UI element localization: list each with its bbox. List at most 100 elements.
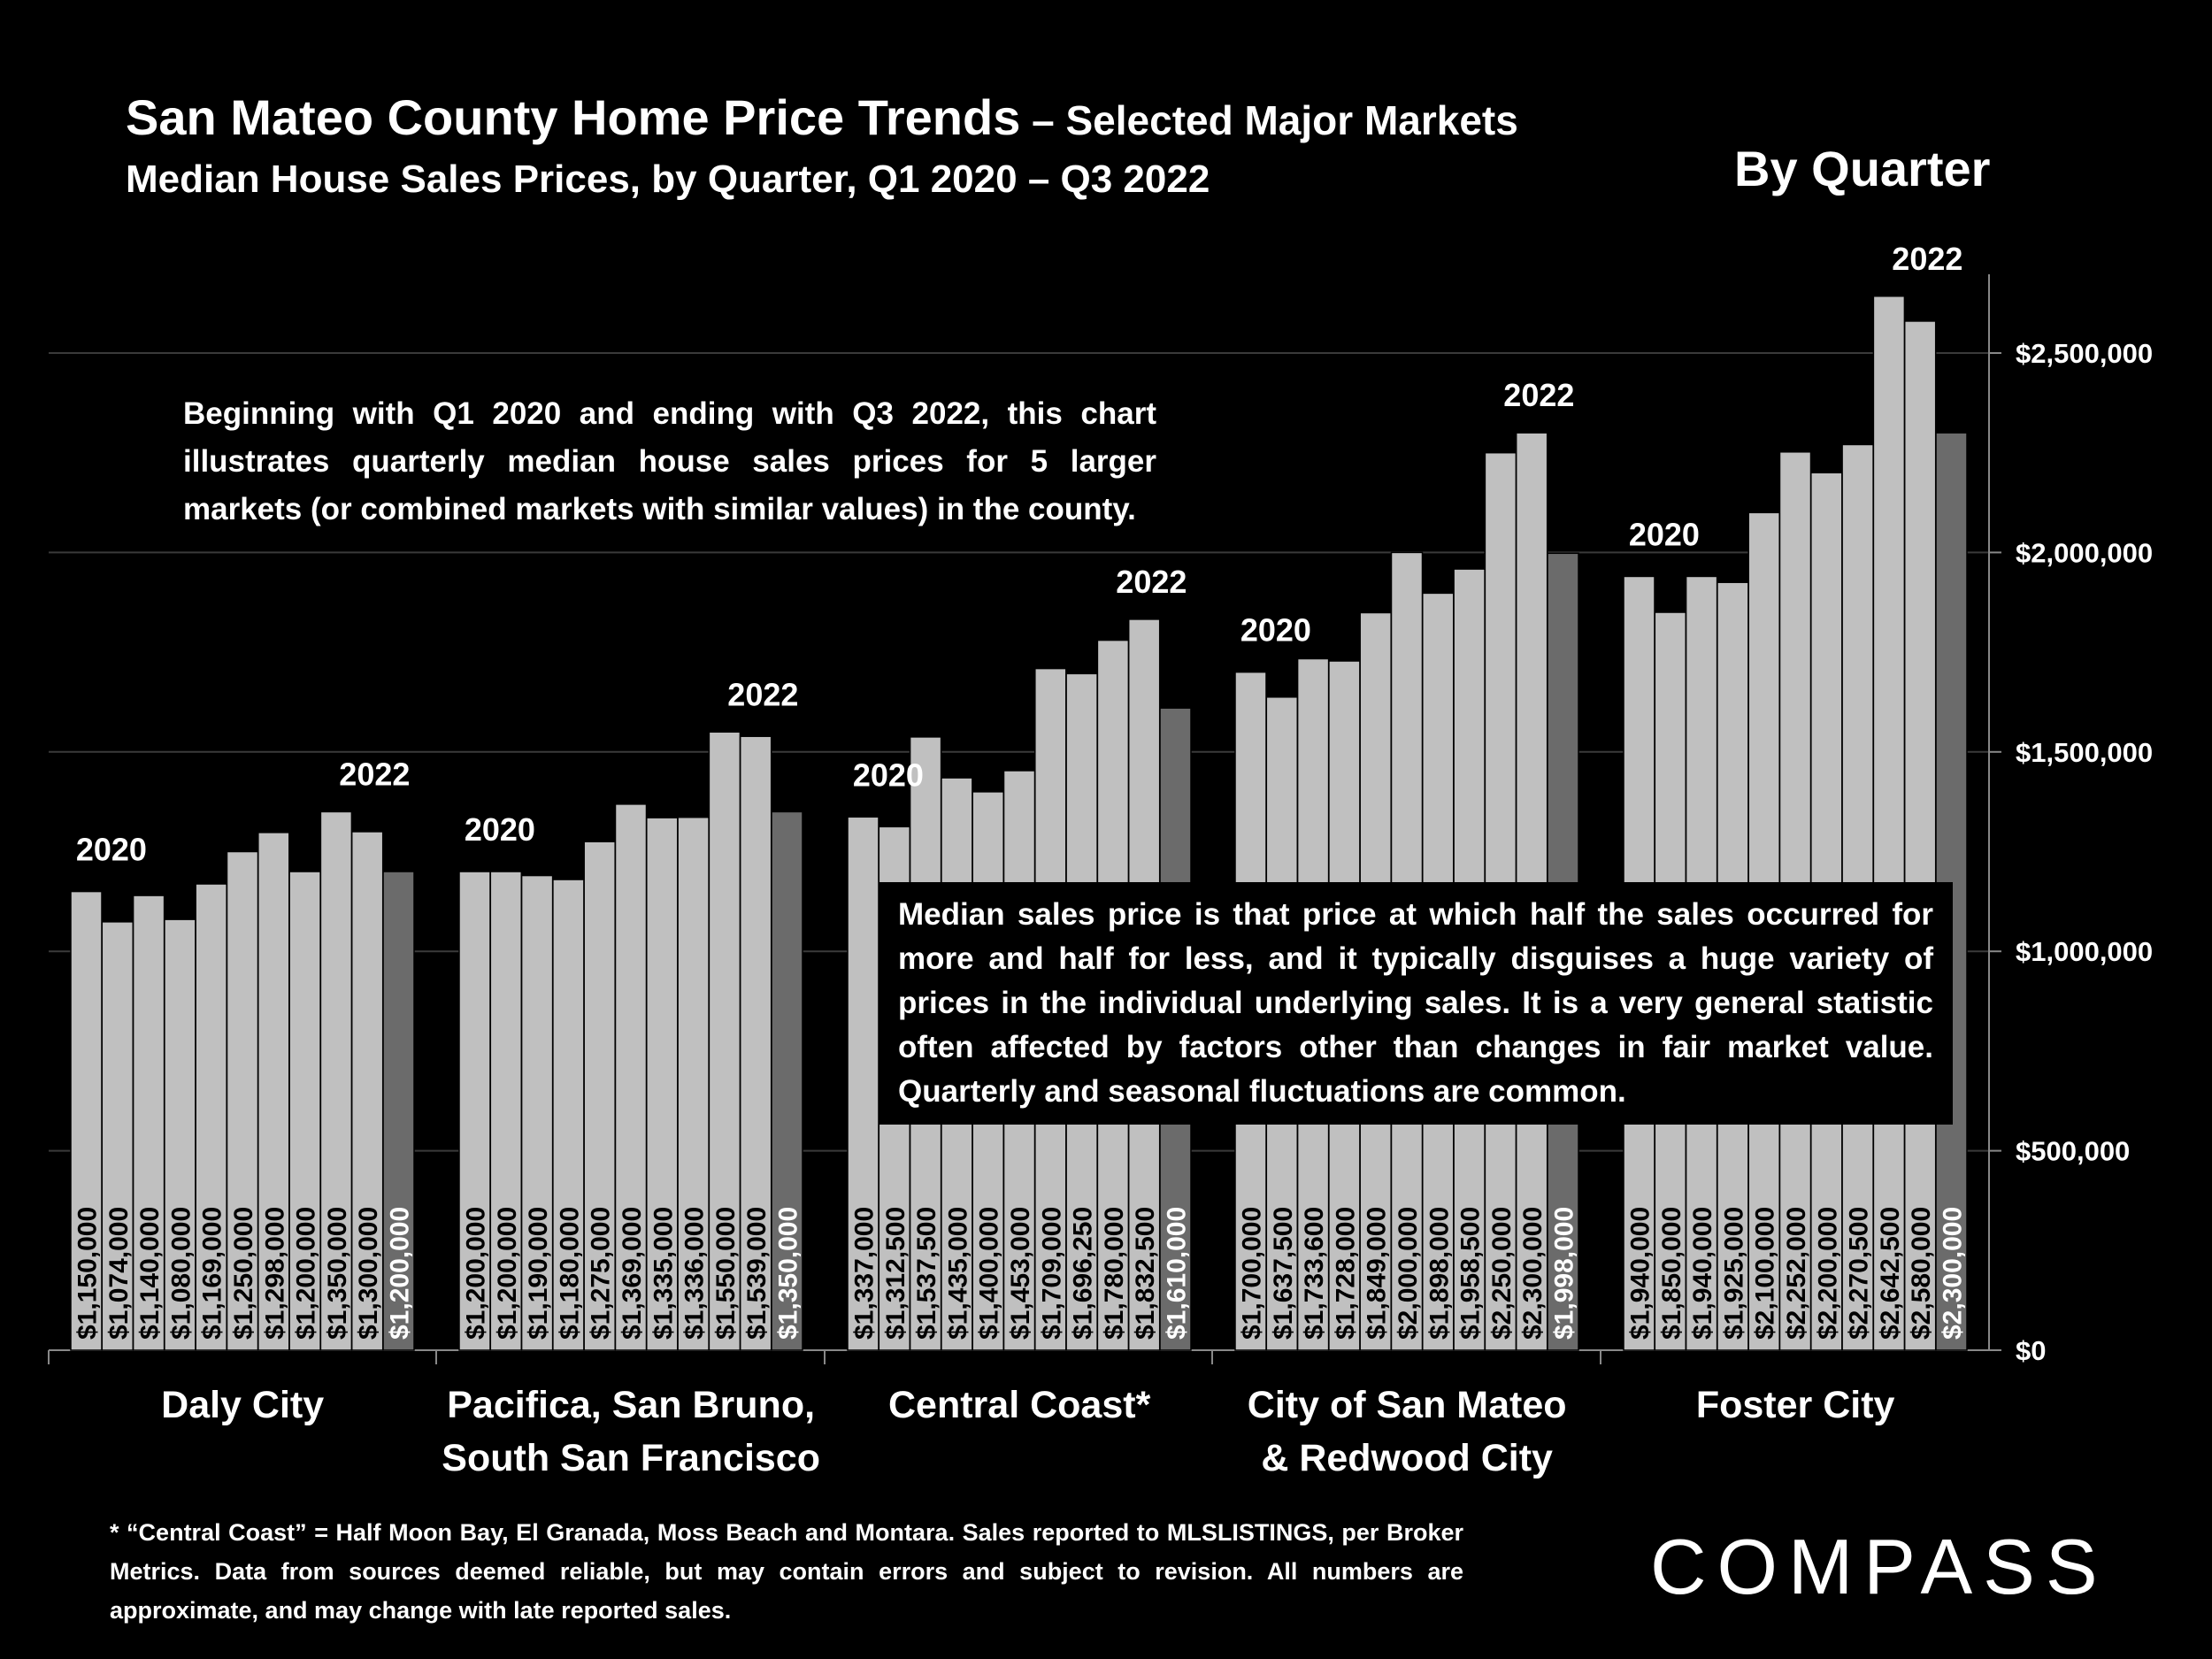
bar [847, 816, 879, 1351]
bar-value-label: $1,200,000 [493, 1207, 522, 1340]
bar-value-label: $1,940,000 [1688, 1207, 1717, 1340]
bar-value-label: $1,849,000 [1363, 1207, 1392, 1340]
y-tick-label: $1,500,000 [2016, 737, 2153, 768]
year-label-end: 2022 [1503, 377, 1574, 413]
category-label: & Redwood City [1261, 1437, 1553, 1479]
category-label: South San Francisco [442, 1437, 820, 1479]
bar-value-label: $1,435,000 [943, 1207, 972, 1340]
chart-subtitle: Median House Sales Prices, by Quarter, Q… [126, 157, 1210, 201]
bar [677, 816, 710, 1351]
bar-value-label: $1,998,000 [1550, 1207, 1579, 1340]
bar-value-label: $1,696,250 [1069, 1207, 1098, 1340]
bar-value-label: $1,312,500 [881, 1207, 910, 1340]
bar-value-label: $2,300,000 [1939, 1207, 1968, 1340]
bar-value-label: $1,200,000 [386, 1207, 415, 1340]
bar-value-label: $1,140,000 [135, 1207, 165, 1340]
bar-value-label: $1,898,000 [1425, 1207, 1454, 1340]
bar-value-label: $1,250,000 [229, 1207, 258, 1340]
bar [552, 879, 585, 1351]
bar [489, 871, 523, 1351]
y-tick-label: $1,000,000 [2016, 936, 2153, 967]
bar [458, 871, 491, 1351]
median-note: Median sales price is that price at whic… [879, 882, 1953, 1125]
intro-note: Beginning with Q1 2020 and ending with Q… [164, 383, 1176, 541]
bar-value-label: $1,169,000 [198, 1207, 227, 1340]
title-main: San Mateo County Home Price Trends [126, 89, 1021, 145]
bar-value-label: $2,000,000 [1394, 1207, 1423, 1340]
bar-value-label: $1,400,000 [975, 1207, 1004, 1340]
bar-value-label: $1,539,000 [742, 1207, 772, 1340]
year-label-end: 2022 [1892, 241, 1962, 277]
year-label-end: 2022 [727, 676, 798, 712]
bar-value-label: $1,940,000 [1626, 1207, 1655, 1340]
category-label: City of San Mateo [1248, 1384, 1567, 1426]
bar-value-label: $1,709,000 [1037, 1207, 1066, 1340]
bar-value-label: $1,180,000 [555, 1207, 584, 1340]
bar-value-label: $1,832,500 [1131, 1207, 1160, 1340]
bar-value-label: $2,270,500 [1845, 1207, 1874, 1340]
bar-value-label: $1,958,500 [1456, 1207, 1486, 1340]
bar-value-label: $2,642,500 [1876, 1207, 1905, 1340]
bar-value-label: $1,925,000 [1719, 1207, 1748, 1340]
year-label-start: 2020 [76, 832, 147, 868]
bar-value-label: $2,300,000 [1518, 1207, 1548, 1340]
bar [1903, 320, 1937, 1351]
bar-value-label: $1,733,600 [1300, 1207, 1329, 1340]
category-label: Daly City [161, 1384, 324, 1426]
bar-value-label: $1,780,000 [1100, 1207, 1129, 1340]
bar [257, 832, 290, 1351]
y-tick-label: $2,500,000 [2016, 338, 2153, 369]
bar-value-label: $1,336,000 [680, 1207, 710, 1340]
year-label-start: 2020 [1629, 516, 1700, 552]
bar-value-label: $1,298,000 [260, 1207, 289, 1340]
bar-value-label: $2,200,000 [1813, 1207, 1842, 1340]
year-label-start: 2020 [465, 811, 535, 848]
bar-value-label: $2,252,000 [1782, 1207, 1811, 1340]
category-label: Foster City [1696, 1384, 1895, 1426]
bar-value-label: $1,550,000 [711, 1207, 741, 1340]
bar-value-label: $1,275,000 [587, 1207, 616, 1340]
bar-value-label: $1,300,000 [354, 1207, 383, 1340]
bar [771, 810, 803, 1351]
category-label: Pacifica, San Bruno, [447, 1384, 815, 1426]
bar [382, 871, 415, 1351]
bar-value-label: $2,100,000 [1751, 1207, 1780, 1340]
bar-value-label: $1,200,000 [292, 1207, 321, 1340]
by-quarter-label: By Quarter [1734, 141, 1991, 196]
bar-value-label: $1,610,000 [1163, 1207, 1192, 1340]
bar-value-label: $2,580,000 [1907, 1207, 1936, 1340]
compass-logo: COMPASS [1650, 1523, 2108, 1610]
bar-value-label: $1,453,000 [1006, 1207, 1035, 1340]
bar-value-label: $2,250,000 [1487, 1207, 1517, 1340]
title-sub: – Selected Major Markets [1020, 97, 1518, 143]
year-label-end: 2022 [339, 756, 410, 792]
bar-value-label: $1,637,500 [1269, 1207, 1298, 1340]
bar-value-label: $1,728,000 [1331, 1207, 1360, 1340]
bar [288, 871, 321, 1351]
category-label: Central Coast* [888, 1384, 1151, 1426]
y-tick-label: $0 [2016, 1335, 2046, 1366]
bar-value-label: $1,150,000 [73, 1207, 103, 1340]
year-label-end: 2022 [1116, 564, 1187, 600]
y-tick-label: $2,000,000 [2016, 537, 2153, 568]
year-label-start: 2020 [853, 757, 924, 793]
bar-value-label: $1,074,000 [104, 1207, 134, 1340]
bar-value-label: $1,350,000 [774, 1207, 803, 1340]
bar [708, 731, 741, 1351]
bar [226, 850, 259, 1351]
chart-title: San Mateo County Home Price Trends – Sel… [126, 88, 1518, 146]
bar-value-label: $1,337,000 [850, 1207, 879, 1340]
bar [195, 883, 227, 1351]
bar-value-label: $1,080,000 [166, 1207, 196, 1340]
footnote: * “Central Coast” = Half Moon Bay, El Gr… [110, 1519, 1463, 1624]
bar-value-label: $1,350,000 [323, 1207, 352, 1340]
bar-value-label: $1,335,000 [649, 1207, 678, 1340]
bar-value-label: $1,850,000 [1657, 1207, 1686, 1340]
bar [1872, 296, 1906, 1351]
bar-value-label: $1,200,000 [462, 1207, 491, 1340]
bar-value-label: $1,537,500 [912, 1207, 941, 1340]
bar-value-label: $1,700,000 [1238, 1207, 1267, 1340]
year-label-start: 2020 [1240, 612, 1311, 649]
bar [164, 918, 196, 1351]
